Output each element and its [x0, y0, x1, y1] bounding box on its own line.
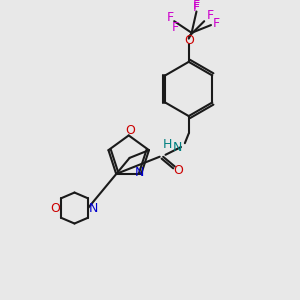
Text: O: O — [50, 202, 60, 214]
Text: H: H — [163, 138, 172, 151]
Text: F: F — [193, 0, 200, 12]
Text: F: F — [213, 16, 220, 30]
Text: O: O — [173, 164, 183, 177]
Text: F: F — [206, 9, 214, 22]
Text: O: O — [184, 34, 194, 47]
Text: F: F — [193, 1, 200, 14]
Text: N: N — [89, 202, 98, 214]
Text: F: F — [172, 20, 179, 34]
Text: F: F — [167, 11, 174, 24]
Text: N: N — [135, 166, 144, 178]
Text: N: N — [172, 140, 182, 154]
Text: O: O — [126, 124, 136, 137]
